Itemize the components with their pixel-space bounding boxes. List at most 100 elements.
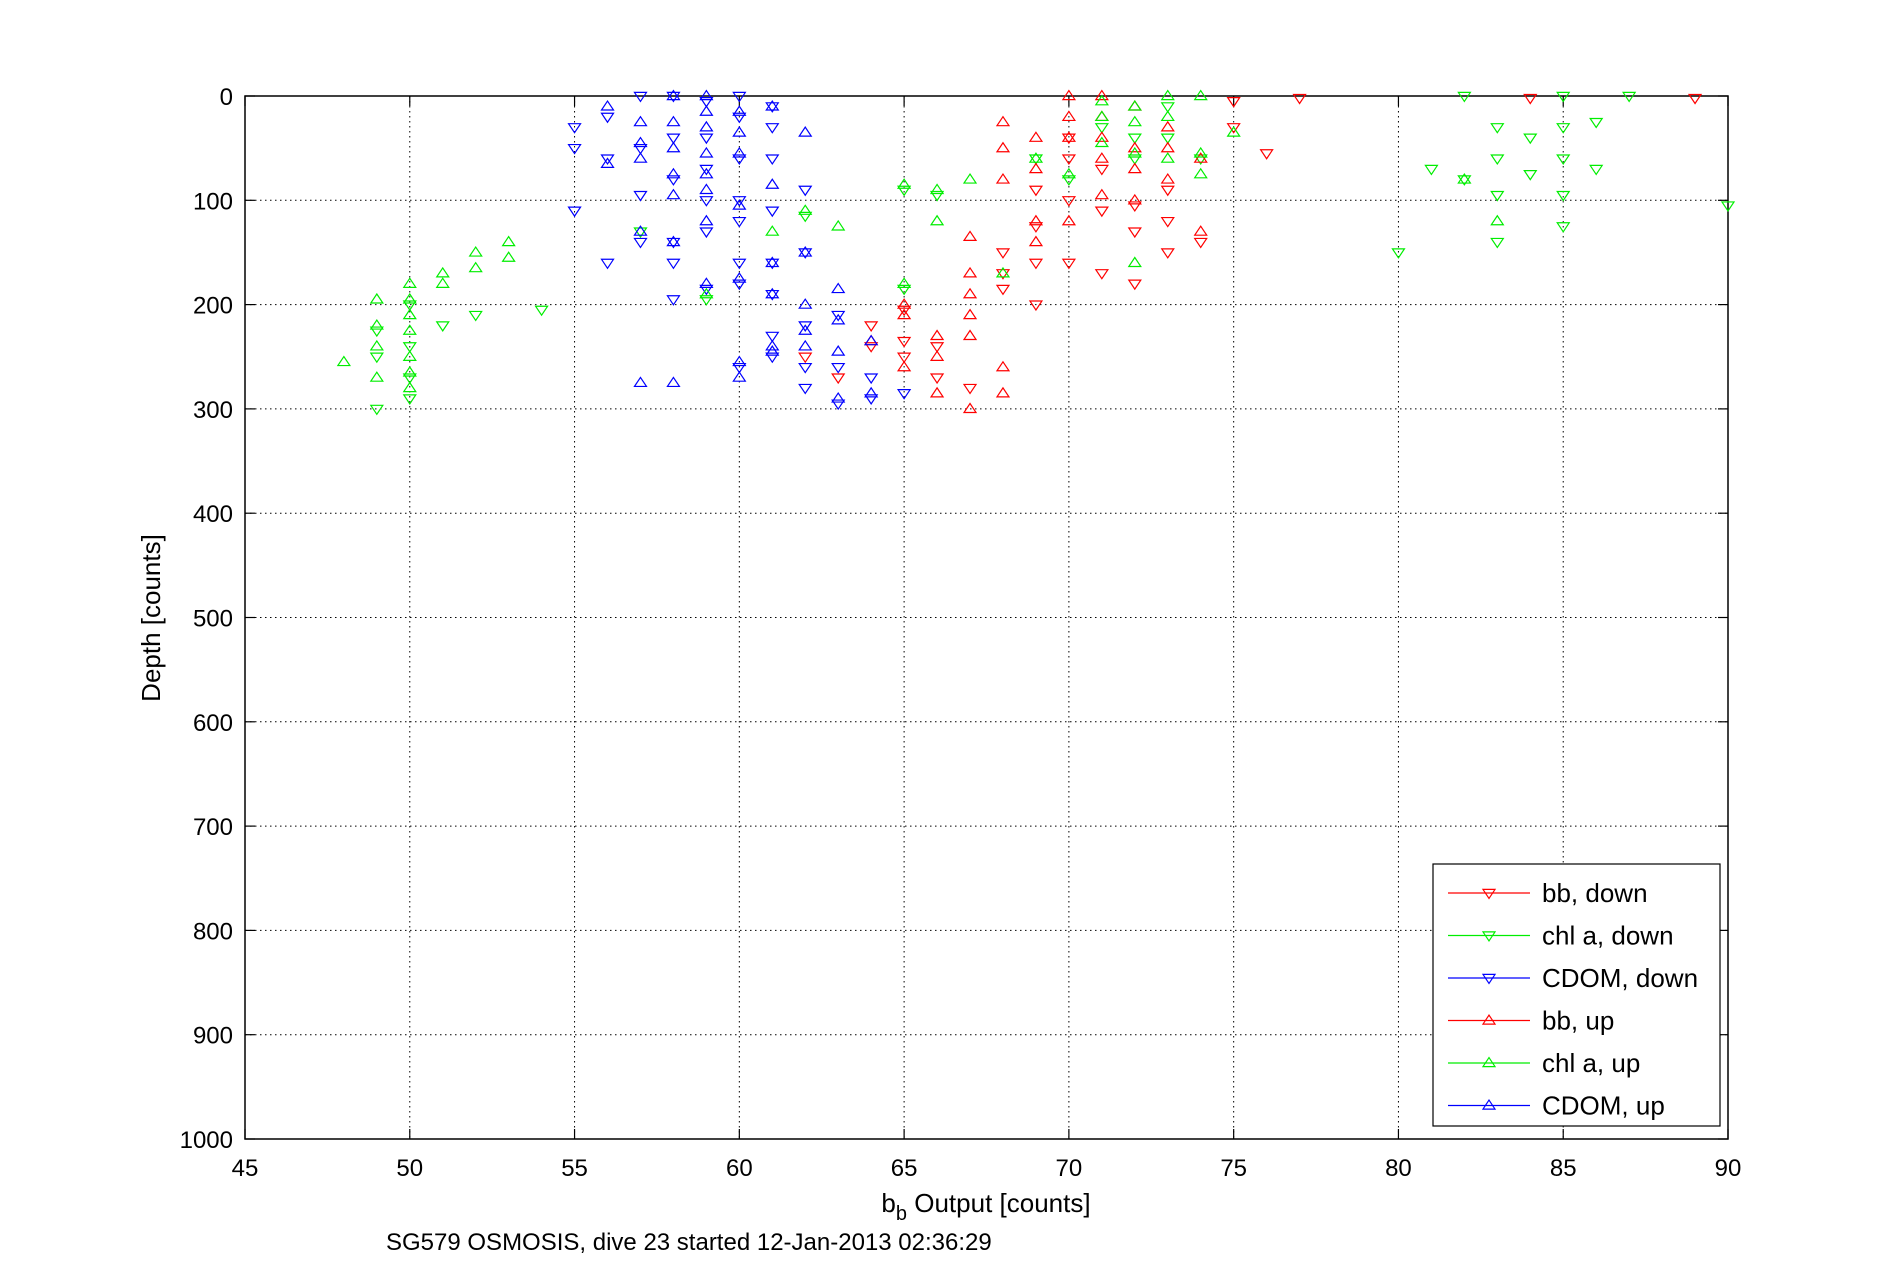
data-point-marker <box>699 287 714 299</box>
data-point-marker <box>666 133 681 145</box>
data-point-marker <box>402 365 417 377</box>
y-tick-label: 300 <box>193 397 233 424</box>
data-point-marker <box>1687 93 1703 105</box>
data-point-marker <box>929 190 945 202</box>
data-point-marker <box>732 371 747 382</box>
data-point-marker <box>765 225 780 236</box>
data-point-marker <box>864 373 879 385</box>
data-point-marker <box>369 404 384 416</box>
data-point-marker <box>929 183 945 195</box>
data-point-marker <box>765 99 780 111</box>
data-point-marker <box>831 399 846 411</box>
y-tick-label: 200 <box>193 293 233 320</box>
data-point-marker <box>765 287 780 299</box>
legend-label: bb, up <box>1542 1006 1614 1036</box>
data-point-marker <box>732 362 747 374</box>
data-point-marker <box>369 352 384 364</box>
data-point-marker <box>501 251 516 262</box>
data-point-marker <box>962 230 978 242</box>
data-point-marker <box>896 178 912 189</box>
series-5 <box>600 89 879 403</box>
data-point-marker <box>1061 89 1077 101</box>
data-point-marker <box>699 167 714 179</box>
data-point-marker <box>765 206 780 218</box>
data-point-marker <box>732 279 747 291</box>
data-point-marker <box>1226 97 1241 108</box>
data-point-marker <box>369 371 384 382</box>
data-point-marker <box>402 324 417 335</box>
data-point-marker <box>435 277 450 288</box>
data-point-marker <box>1523 93 1538 105</box>
data-point-marker <box>1061 131 1077 142</box>
data-point-marker <box>1127 279 1142 291</box>
data-point-marker <box>1028 235 1044 247</box>
data-point-marker <box>798 185 813 197</box>
data-point-marker <box>1193 152 1208 163</box>
data-point-marker <box>1259 149 1274 160</box>
data-point-marker <box>1160 89 1175 101</box>
data-point-marker <box>666 376 681 388</box>
data-point-marker <box>732 112 747 124</box>
data-point-marker <box>1061 258 1077 270</box>
data-point-marker <box>1292 93 1307 105</box>
data-point-marker <box>699 133 714 145</box>
data-point-marker <box>1523 133 1538 145</box>
data-point-marker <box>765 339 780 351</box>
data-point-marker <box>534 305 549 317</box>
legend-label: CDOM, down <box>1542 963 1698 993</box>
data-point-marker <box>699 295 714 306</box>
data-point-marker <box>1094 123 1109 134</box>
data-point-marker <box>633 152 648 163</box>
data-point-marker <box>633 237 648 249</box>
data-point-marker <box>600 157 615 168</box>
data-point-marker <box>666 188 681 200</box>
data-point-marker <box>732 258 747 270</box>
data-point-marker <box>1424 164 1439 176</box>
data-point-marker <box>896 305 912 317</box>
data-point-marker <box>798 339 813 351</box>
data-point-marker <box>699 196 714 207</box>
data-point-marker <box>468 261 483 273</box>
data-point-marker <box>765 345 780 356</box>
data-point-marker <box>896 360 912 372</box>
data-point-marker <box>1094 269 1109 280</box>
data-point-marker <box>1457 175 1472 186</box>
legend-marker <box>1481 931 1497 942</box>
data-point-marker <box>798 324 813 335</box>
data-point-marker <box>1490 123 1505 134</box>
data-point-marker <box>1094 110 1109 122</box>
data-point-marker <box>765 154 780 166</box>
data-point-marker <box>798 383 813 395</box>
data-point-marker <box>732 196 747 207</box>
data-point-marker <box>1556 190 1571 202</box>
data-point-marker <box>633 91 648 103</box>
data-point-marker <box>798 321 813 332</box>
data-point-marker <box>1720 201 1736 212</box>
data-point-marker <box>369 292 384 304</box>
data-point-marker <box>831 345 846 356</box>
x-tick-label: 45 <box>232 1155 259 1182</box>
data-point-marker <box>402 292 417 304</box>
data-point-marker <box>1028 131 1044 142</box>
data-point-marker <box>567 123 582 134</box>
data-point-marker <box>1160 120 1175 132</box>
data-point-marker <box>896 308 912 320</box>
x-tick-label: 90 <box>1715 1155 1742 1182</box>
data-point-marker <box>765 123 780 134</box>
legend-entries: bb, down chl a, down CDOM, down bb, up chl a… <box>1448 878 1698 1121</box>
data-point-marker <box>995 248 1011 259</box>
data-point-marker <box>962 329 978 341</box>
data-point-marker <box>929 373 945 385</box>
data-point-marker <box>1490 154 1505 166</box>
data-point-marker <box>1127 99 1142 111</box>
data-point-marker <box>1127 193 1142 205</box>
data-point-marker <box>1094 152 1109 163</box>
data-point-marker <box>1193 146 1208 158</box>
y-tick-label: 100 <box>193 188 233 215</box>
data-point-marker <box>1094 94 1109 106</box>
data-point-marker <box>798 204 813 215</box>
data-point-marker <box>864 334 879 346</box>
data-point-marker <box>600 258 615 270</box>
y-tick-label: 800 <box>193 918 233 945</box>
